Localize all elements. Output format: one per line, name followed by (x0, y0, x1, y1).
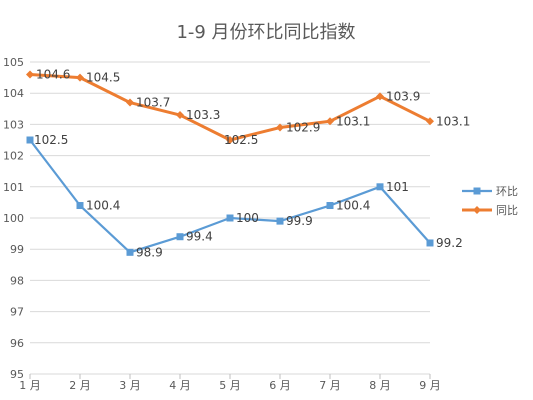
series-huanbi: 102.5 100.4 98.9 99.4 100 99.9 100.4 101 99.2 (26, 133, 463, 259)
legend-label: 同比 (496, 204, 518, 217)
series-tongbi: 104.6 104.5 103.7 103.3 102.5 102.9 103.1 103.9… (26, 67, 470, 147)
legend-item: 同比 (462, 204, 518, 217)
x-tick-label: 2 月 (69, 379, 91, 392)
x-tick-label: 7 月 (319, 379, 341, 392)
data-label: 102.9 (286, 121, 320, 135)
x-tick-label: 6 月 (269, 379, 291, 392)
data-point (126, 98, 134, 107)
data-point (226, 214, 234, 222)
data-label: 102.5 (224, 133, 258, 147)
y-tick-label: 96 (10, 337, 24, 350)
data-label: 103.3 (186, 108, 220, 122)
data-label: 100.4 (86, 199, 120, 213)
x-tick-label: 5 月 (219, 379, 241, 392)
data-label: 103.9 (386, 89, 420, 103)
y-tick-label: 105 (3, 56, 24, 69)
data-label: 99.9 (286, 214, 313, 228)
data-label: 100 (236, 211, 259, 225)
x-tick-label: 4 月 (169, 379, 191, 392)
data-point (126, 248, 134, 256)
data-point (76, 73, 84, 82)
chart-title: 1-9 月份环比同比指数 (176, 22, 355, 43)
y-tick-label: 100 (3, 212, 24, 225)
data-point (26, 136, 34, 144)
data-point (76, 202, 84, 210)
x-tick-label: 9 月 (419, 379, 441, 392)
data-label: 103.1 (436, 114, 470, 128)
data-label: 99.4 (186, 230, 213, 244)
data-point (326, 117, 334, 126)
x-tick-label: 1 月 (19, 379, 41, 392)
y-tick-label: 103 (3, 118, 24, 131)
data-point (26, 70, 34, 79)
data-point (276, 217, 284, 225)
data-label: 102.5 (34, 133, 68, 147)
legend-marker (473, 206, 481, 214)
data-point (176, 233, 184, 241)
data-point (376, 92, 384, 101)
data-point (326, 202, 334, 210)
x-axis-ticks: 1 月 2 月 3 月 4 月 5 月 6 月 7 月 8 月 9 月 (19, 374, 441, 392)
series-lines: 102.5 100.4 98.9 99.4 100 99.9 100.4 101 99.2 104… (26, 67, 470, 259)
data-point (426, 239, 434, 247)
y-tick-label: 99 (10, 243, 24, 256)
y-tick-label: 102 (3, 150, 24, 163)
data-label: 99.2 (436, 236, 463, 250)
legend-item: 环比 (462, 185, 518, 198)
data-label: 104.6 (36, 67, 70, 81)
data-label: 103.7 (136, 96, 170, 110)
series-line (29, 139, 431, 254)
legend-label: 环比 (496, 185, 518, 198)
y-tick-label: 95 (10, 368, 24, 381)
data-label: 101 (386, 180, 409, 194)
y-tick-label: 101 (3, 181, 24, 194)
data-label: 104.5 (86, 71, 120, 85)
y-tick-label: 98 (10, 274, 24, 287)
data-label: 103.1 (336, 114, 370, 128)
legend-marker (473, 187, 481, 195)
legend: 环比同比 (462, 185, 518, 217)
y-tick-label: 97 (10, 306, 24, 319)
data-label: 98.9 (136, 245, 163, 259)
data-point (276, 123, 284, 132)
y-axis-ticks: 95 96 97 98 99 100 101 102 103 104 105 (3, 56, 24, 381)
data-label: 100.4 (336, 199, 370, 213)
y-tick-label: 104 (3, 87, 24, 100)
data-point (226, 136, 234, 144)
data-point (376, 183, 384, 191)
x-tick-label: 3 月 (119, 379, 141, 392)
x-tick-label: 8 月 (369, 379, 391, 392)
data-point (426, 117, 434, 126)
data-point (176, 111, 184, 120)
